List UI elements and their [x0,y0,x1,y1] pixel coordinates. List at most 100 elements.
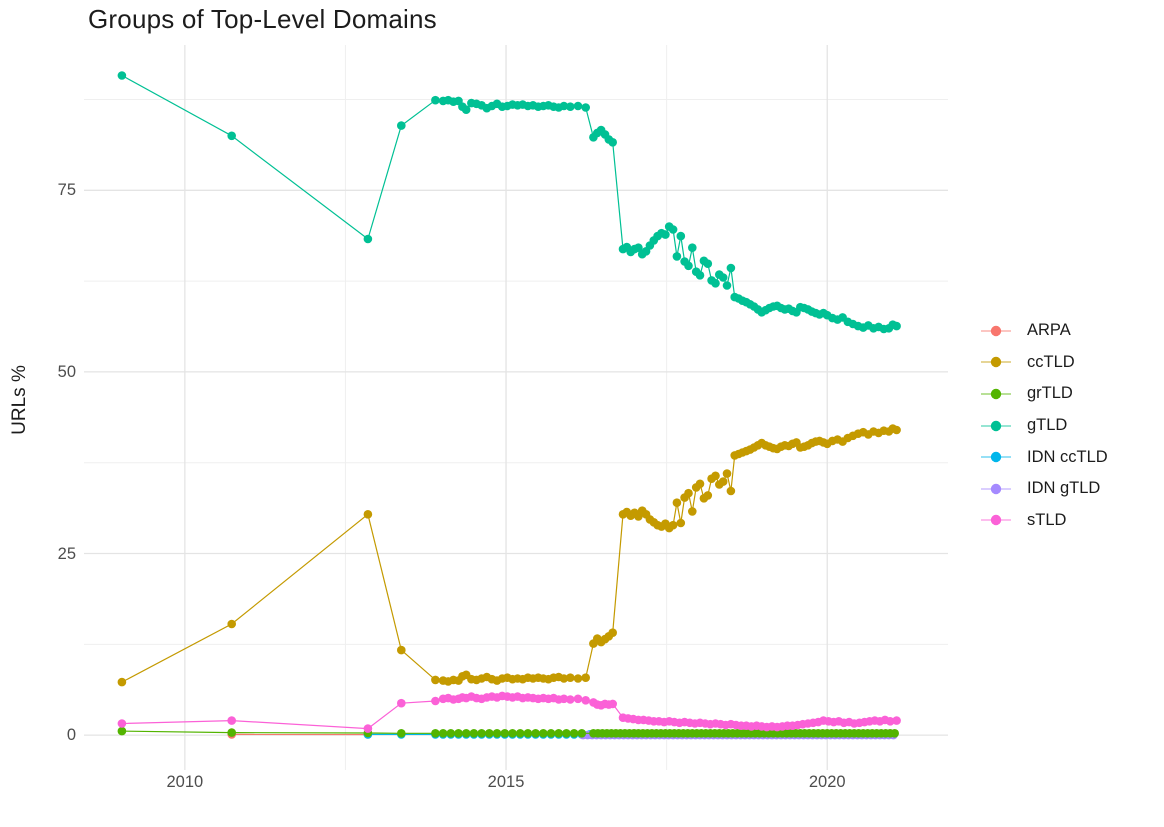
legend-label-gtld: gTLD [1027,416,1068,435]
data-point-grtld [446,729,456,738]
legend-key-dot [990,420,1002,431]
data-point-cctld [363,510,373,519]
legend-key-dot [990,357,1002,368]
data-point-cctld [695,479,705,489]
legend-item-arpa: ARPA [981,315,1108,347]
data-point-grtld [397,729,406,738]
data-point-gtld [711,279,720,288]
data-point-stld [227,716,236,725]
data-point-stld [559,694,569,704]
legend-key-icon [981,357,1011,368]
data-point-gtld [722,281,732,290]
legend-item-gtld: gTLD [981,410,1108,442]
data-point-cctld [573,674,583,683]
data-point-gtld [892,321,901,331]
data-point-gtld [703,259,713,269]
data-point-stld [397,698,406,708]
data-point-grtld [531,729,540,738]
data-point-grtld [554,729,563,738]
data-point-gtld [559,101,569,111]
series-line-gtld [121,74,897,330]
y-tick-label-25: 25 [57,544,76,563]
data-point-grtld [890,729,899,738]
data-point-gtld [581,103,590,112]
data-point-gtld [688,243,697,252]
data-point-stld [117,719,127,728]
data-point-gtld [634,243,643,252]
data-point-cctld [703,491,713,500]
data-point-gtld [227,131,236,141]
data-point-grtld [461,729,471,738]
data-point-cctld [117,677,127,687]
data-point-grtld [539,729,548,738]
data-point-gtld [684,261,693,271]
data-point-gtld [397,121,406,130]
data-point-gtld [695,271,705,280]
legend-key-dot [990,388,1002,400]
legend-key-dot [990,325,1002,336]
y-tick-label-0: 0 [66,726,76,745]
x-tick-label-2015: 2015 [487,773,525,791]
data-point-cctld [711,471,720,481]
legend-item-idn-gtld: IDN gTLD [981,473,1108,505]
legend-label-idn-cctld: IDN ccTLD [1027,447,1108,466]
data-point-stld [892,716,901,725]
data-point-cctld [668,520,678,530]
legend-item-cctld: ccTLD [981,347,1108,379]
data-point-grtld [469,729,479,738]
y-tick-label-75: 75 [57,181,76,200]
data-point-gtld [461,105,471,114]
data-point-cctld [688,507,697,516]
legend-key-dot [990,451,1002,463]
data-point-gtld [726,263,736,273]
data-point-cctld [559,674,569,683]
data-point-grtld [508,729,517,738]
x-tick-label-2010: 2010 [166,773,204,791]
data-point-stld [566,695,575,704]
data-point-stld [581,696,590,705]
data-point-gtld [573,101,583,111]
data-point-grtld [227,728,236,737]
data-point-stld [885,717,895,726]
legend-key-icon [981,483,1011,494]
data-point-gtld [676,231,686,241]
data-point-grtld [477,729,486,738]
legend-label-idn-gtld: IDN gTLD [1027,479,1101,498]
data-point-cctld [608,628,617,637]
data-point-stld [431,696,440,706]
legend-item-stld: sTLD [981,505,1108,537]
data-point-stld [573,694,583,704]
legend-key-icon [981,451,1011,463]
legend-label-grtld: grTLD [1027,384,1073,403]
x-tick-label-2020: 2020 [808,773,846,791]
legend-key-dot [990,515,1002,526]
data-point-grtld [569,729,579,738]
data-point-cctld [397,645,406,655]
data-point-cctld [718,477,728,486]
data-point-cctld [892,425,901,435]
data-point-gtld [431,95,440,105]
data-point-cctld [684,488,693,498]
data-point-gtld [661,230,670,239]
legend-label-stld: sTLD [1027,510,1067,529]
chart-title: Groups of Top-Level Domains [88,4,437,34]
data-point-gtld [668,225,678,234]
data-point-grtld [431,729,440,738]
legend-label-arpa: ARPA [1027,321,1071,340]
data-point-grtld [117,726,127,736]
data-point-grtld [485,729,494,738]
data-point-cctld [431,675,440,685]
data-point-grtld [438,729,448,738]
data-point-grtld [515,729,525,738]
data-point-gtld [718,273,728,282]
data-point-stld [363,724,373,733]
data-point-gtld [117,71,127,80]
data-point-cctld [726,486,736,496]
data-point-cctld [722,469,732,478]
data-point-cctld [227,619,236,629]
data-point-gtld [363,234,373,244]
legend-label-cctld: ccTLD [1027,352,1075,371]
data-point-gtld [566,102,575,111]
